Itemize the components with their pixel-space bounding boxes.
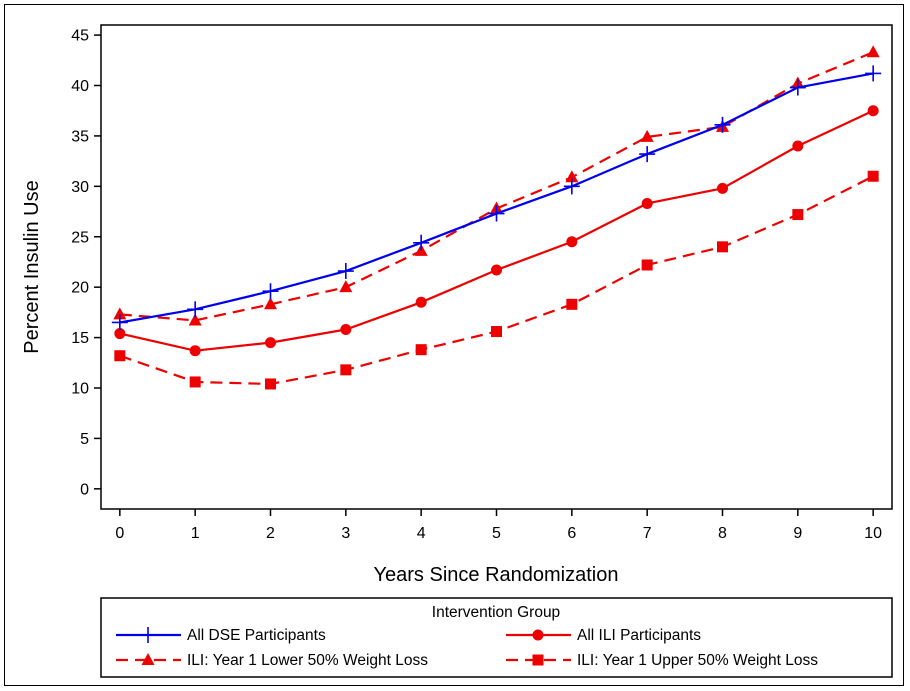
x-tick-label: 8 — [718, 525, 727, 542]
series-3 — [114, 170, 879, 390]
data-point — [867, 105, 879, 117]
x-tick-label: 7 — [643, 525, 652, 542]
legend-marker — [532, 654, 544, 666]
legend-marker — [140, 627, 156, 643]
legend-label: All DSE Participants — [187, 627, 326, 644]
legend-item: All DSE Participants — [116, 627, 326, 644]
data-point — [189, 345, 201, 357]
legend-entries: All DSE Participants All ILI Participants… — [116, 627, 818, 669]
data-point — [717, 241, 728, 253]
x-tick-label: 2 — [266, 525, 275, 542]
legend-title: Intervention Group — [432, 604, 560, 621]
x-axis-title: Years Since Randomization — [374, 564, 619, 586]
series-1 — [114, 105, 879, 357]
data-point — [264, 297, 277, 310]
y-tick-label: 25 — [71, 229, 89, 246]
data-point — [865, 65, 882, 82]
x-tick-label: 6 — [567, 525, 576, 542]
data-point — [114, 328, 126, 340]
data-point — [714, 116, 731, 133]
legend-marker — [141, 653, 155, 665]
series-line — [119, 72, 874, 324]
x-tick-label: 4 — [417, 525, 426, 542]
data-point — [337, 263, 354, 280]
data-point — [262, 283, 279, 300]
data-point — [566, 298, 578, 310]
legend: Intervention Group All DSE Participants A… — [100, 597, 893, 678]
data-point — [867, 170, 879, 182]
data-point — [866, 45, 880, 58]
data-point — [792, 209, 804, 221]
data-point — [113, 307, 127, 320]
data-point — [339, 280, 353, 293]
data-point — [415, 344, 427, 356]
x-tick-label: 5 — [492, 525, 501, 542]
data-point — [491, 264, 502, 276]
y-axis: 0 5 10 15 20 25 30 35 40 45 — [71, 28, 101, 498]
y-tick-label: 30 — [71, 179, 89, 196]
y-tick-label: 5 — [80, 431, 89, 448]
data-point — [265, 337, 276, 349]
data-point — [641, 259, 653, 271]
y-tick-label: 20 — [71, 280, 89, 297]
data-point — [789, 79, 806, 96]
legend-item: ILI: Year 1 Upper 50% Weight Loss — [506, 652, 818, 669]
legend-label: ILI: Year 1 Upper 50% Weight Loss — [577, 652, 818, 669]
legend-box — [100, 597, 893, 678]
data-point — [640, 129, 654, 142]
data-point — [340, 364, 352, 376]
legend-label: ILI: Year 1 Lower 50% Weight Loss — [187, 652, 428, 669]
data-point — [189, 376, 201, 388]
series-2 — [113, 45, 880, 326]
data-point — [488, 205, 505, 222]
series-layer — [111, 45, 882, 390]
y-tick-label: 40 — [71, 78, 89, 95]
data-point — [563, 178, 580, 195]
data-point — [340, 324, 352, 336]
legend-item: All ILI Participants — [506, 627, 701, 644]
data-point — [792, 140, 804, 152]
y-tick-label: 10 — [71, 381, 89, 398]
data-point — [413, 234, 430, 251]
figure-frame — [4, 4, 904, 686]
data-point — [265, 378, 276, 390]
data-point — [717, 182, 728, 194]
x-axis: 0 1 2 3 4 5 6 7 8 9 10 — [115, 509, 882, 542]
y-tick-label: 0 — [80, 481, 89, 498]
data-point — [566, 236, 578, 248]
data-point — [114, 350, 126, 362]
data-point — [565, 170, 579, 183]
data-point — [187, 301, 204, 318]
legend-label: All ILI Participants — [577, 627, 701, 644]
data-point — [188, 313, 202, 326]
series-0 — [111, 65, 882, 331]
data-point — [111, 314, 128, 331]
x-tick-label: 1 — [191, 525, 200, 542]
x-tick-label: 3 — [341, 525, 350, 542]
series-line — [119, 51, 874, 322]
y-tick-label: 15 — [71, 330, 89, 347]
data-point — [415, 296, 427, 308]
y-axis-title: Percent Insulin Use — [21, 180, 43, 353]
x-tick-label: 0 — [115, 525, 124, 542]
x-tick-label: 10 — [864, 525, 882, 542]
y-tick-label: 35 — [71, 128, 89, 145]
legend-marker — [532, 629, 544, 641]
data-point — [491, 326, 502, 338]
legend-item: ILI: Year 1 Lower 50% Weight Loss — [116, 652, 428, 669]
data-point — [639, 146, 656, 163]
x-tick-label: 9 — [793, 525, 802, 542]
y-tick-label: 45 — [71, 28, 89, 45]
data-point — [641, 197, 653, 209]
